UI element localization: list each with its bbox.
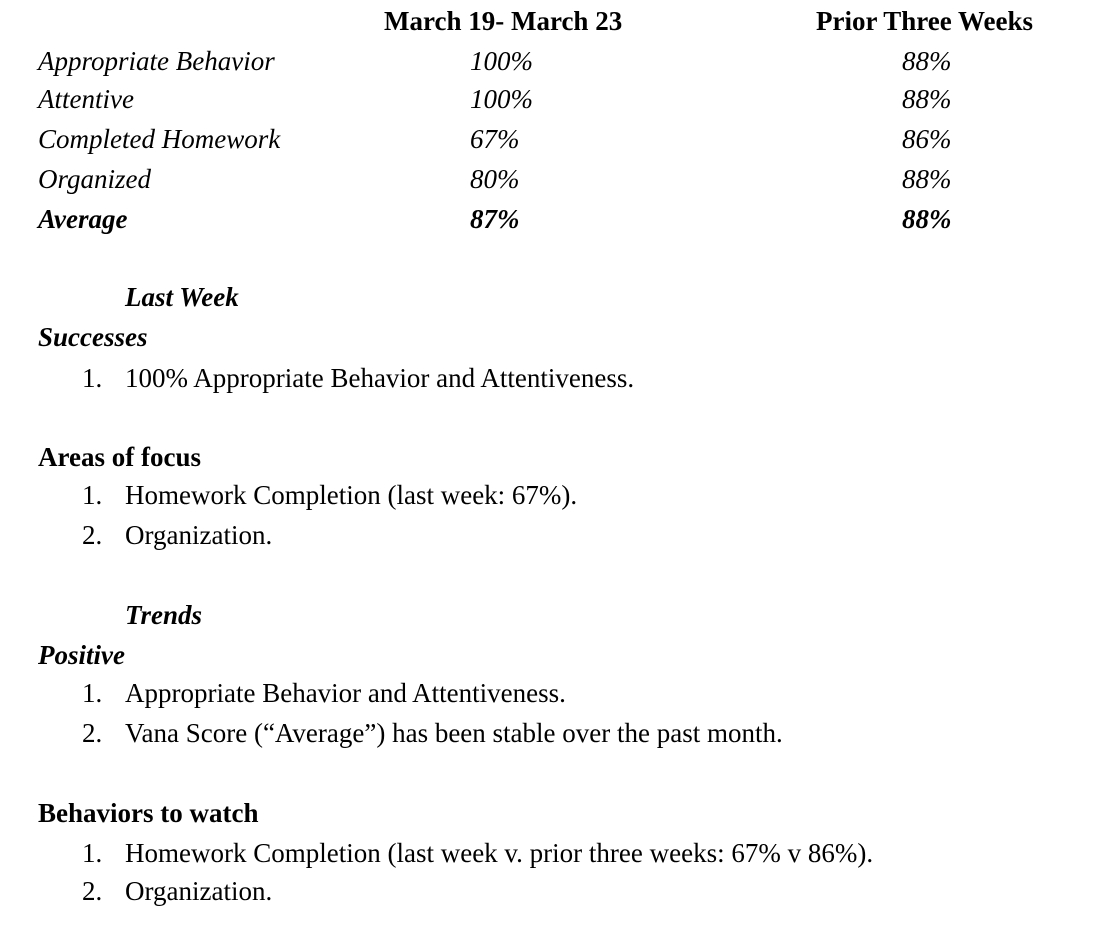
list-item: 1. Appropriate Behavior and Attentiveness… xyxy=(82,678,566,709)
list-item: 1. Homework Completion (last week v. prio… xyxy=(82,838,873,869)
list-text: Organization. xyxy=(125,876,273,906)
column-header-current: March 19- March 23 xyxy=(384,6,623,36)
row-value-current: 80% xyxy=(470,164,520,194)
trends-heading: Trends xyxy=(125,600,203,630)
row-value-prior: 88% xyxy=(902,84,952,114)
column-header-prior: Prior Three Weeks xyxy=(816,6,1033,36)
row-value-prior: 86% xyxy=(902,124,952,154)
areas-of-focus-heading: Areas of focus xyxy=(38,442,201,472)
list-text: Organization. xyxy=(125,520,273,550)
last-week-heading: Last Week xyxy=(125,282,239,312)
behaviors-to-watch-heading: Behaviors to watch xyxy=(38,798,259,828)
list-number: 1. xyxy=(82,480,103,510)
positive-heading: Positive xyxy=(38,640,125,670)
successes-heading: Successes xyxy=(38,322,148,352)
list-number: 1. xyxy=(82,363,103,393)
row-value-current: 100% xyxy=(470,84,533,114)
row-value-prior: 88% xyxy=(902,164,952,194)
row-label-appropriate-behavior: Appropriate Behavior xyxy=(38,46,275,76)
row-value-current: 100% xyxy=(470,46,533,76)
row-value-current: 67% xyxy=(470,124,520,154)
average-value-prior: 88% xyxy=(902,204,952,234)
list-number: 2. xyxy=(82,876,103,906)
row-label-attentive: Attentive xyxy=(38,84,134,114)
row-label-average: Average xyxy=(38,204,128,234)
list-number: 2. xyxy=(82,520,103,550)
list-item: 1. Homework Completion (last week: 67%). xyxy=(82,480,577,511)
list-item: 2. Organization. xyxy=(82,876,272,907)
list-item: 2. Vana Score (“Average”) has been stable… xyxy=(82,718,783,749)
list-text: Vana Score (“Average”) has been stable o… xyxy=(125,718,783,748)
list-text: Homework Completion (last week v. prior … xyxy=(125,838,874,868)
row-value-prior: 88% xyxy=(902,46,952,76)
list-text: 100% Appropriate Behavior and Attentiven… xyxy=(125,363,635,393)
list-text: Homework Completion (last week: 67%). xyxy=(125,480,578,510)
list-item: 1. 100% Appropriate Behavior and Attentiv… xyxy=(82,363,634,394)
average-value-current: 87% xyxy=(470,204,520,234)
row-label-organized: Organized xyxy=(38,164,151,194)
list-number: 1. xyxy=(82,678,103,708)
row-label-completed-homework: Completed Homework xyxy=(38,124,281,154)
list-number: 1. xyxy=(82,838,103,868)
list-number: 2. xyxy=(82,718,103,748)
list-text: Appropriate Behavior and Attentiveness. xyxy=(125,678,566,708)
list-item: 2. Organization. xyxy=(82,520,272,551)
